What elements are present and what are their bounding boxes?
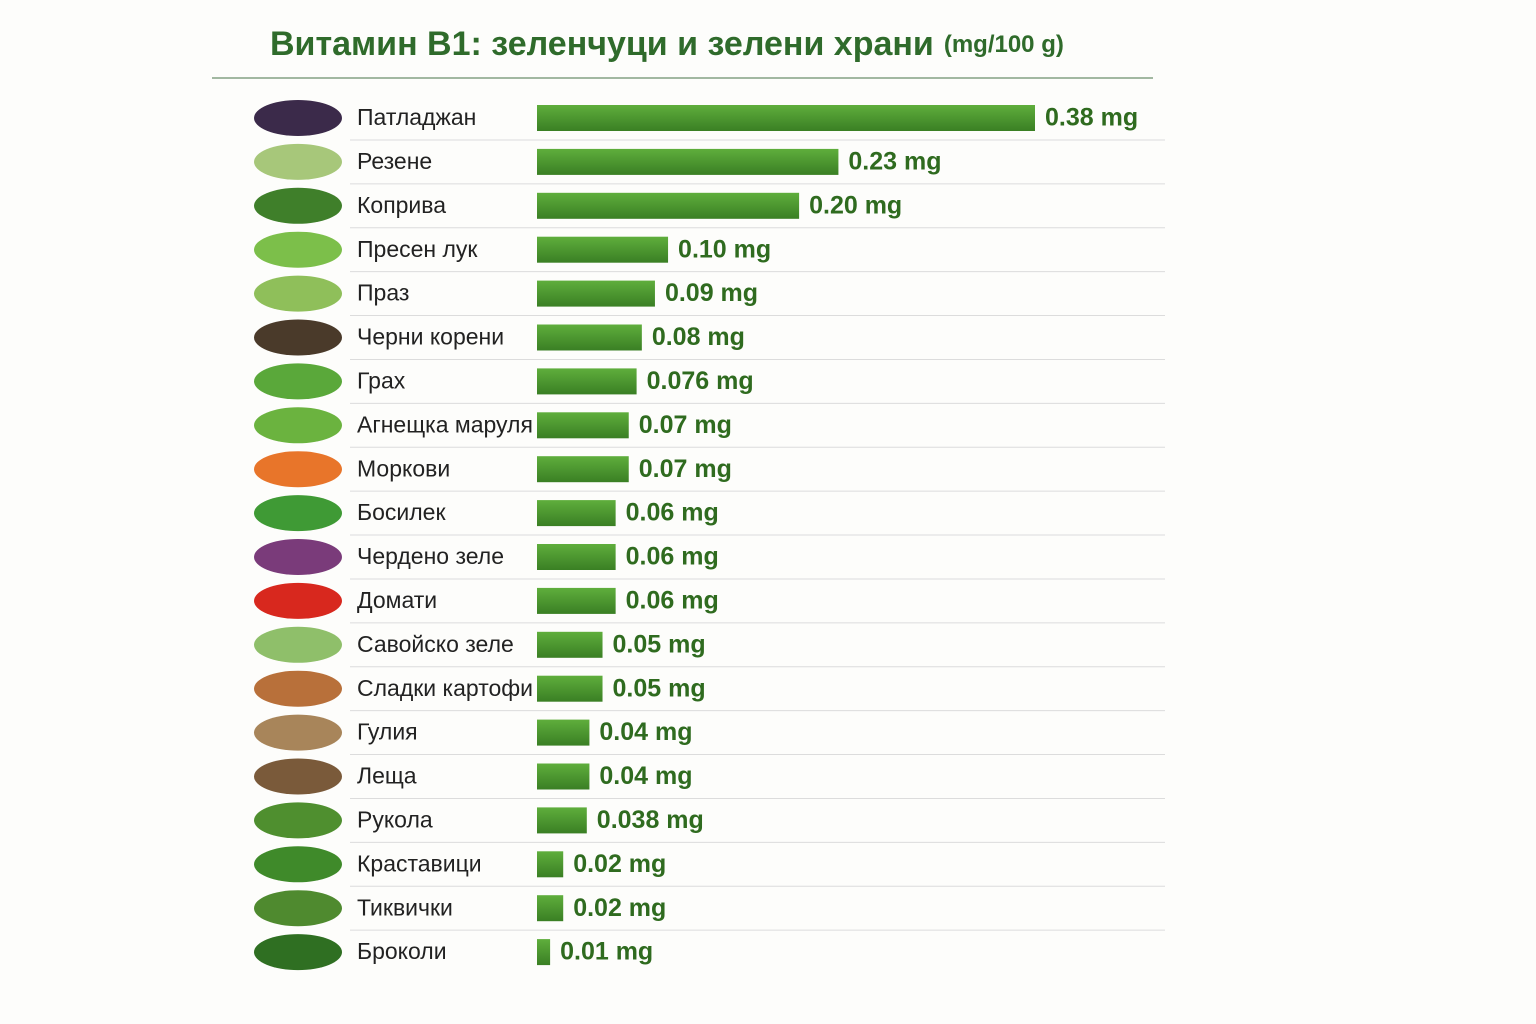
food-icon <box>254 934 342 971</box>
food-icon <box>254 495 342 532</box>
bar <box>537 412 629 439</box>
value-label: 0.02 mg <box>573 894 666 922</box>
value-label: 0.08 mg <box>652 323 745 351</box>
category-label: Чердено зеле <box>357 543 504 569</box>
bar <box>537 105 1035 131</box>
bar <box>537 631 603 658</box>
food-icon <box>254 846 342 883</box>
value-label: 0.10 mg <box>678 235 771 263</box>
title: Витамин B1: зеленчуци и зелени храни <box>270 25 934 63</box>
bar <box>537 368 637 395</box>
subtitle: (mg/100 g) <box>944 31 1064 58</box>
bar <box>537 544 616 570</box>
food-icon <box>254 802 342 839</box>
food-icon <box>254 582 342 619</box>
bar <box>537 456 629 483</box>
food-icon <box>254 758 342 795</box>
bar <box>537 587 616 614</box>
bar <box>537 807 587 834</box>
category-label: Патладжан <box>357 104 476 130</box>
category-label: Пресен лук <box>357 236 478 262</box>
bar <box>537 192 800 219</box>
food-icon <box>254 319 342 356</box>
value-label: 0.06 mg <box>626 543 719 571</box>
bar <box>537 324 642 351</box>
category-label: Босилек <box>357 499 446 525</box>
bar <box>537 236 669 263</box>
bar <box>537 763 590 790</box>
value-label: 0.05 mg <box>613 674 706 702</box>
food-icon <box>254 670 342 707</box>
chart-title: Витамин B1: зеленчуци и зелени храни (mg/… <box>270 25 1064 63</box>
bar <box>537 500 616 527</box>
category-label: Тиквички <box>357 894 453 920</box>
category-label: Савойско зеле <box>357 631 514 657</box>
food-icon <box>254 626 342 663</box>
value-label: 0.09 mg <box>665 279 758 307</box>
food-icon <box>254 275 342 312</box>
bar <box>537 939 551 966</box>
category-label: Броколи <box>357 938 447 964</box>
food-icon <box>254 451 342 488</box>
category-label: Моркови <box>357 455 450 481</box>
value-label: 0.01 mg <box>560 938 653 966</box>
category-label: Краставици <box>357 850 482 876</box>
food-icon <box>254 100 342 136</box>
value-label: 0.04 mg <box>599 718 692 746</box>
bar <box>537 719 590 746</box>
category-label: Домати <box>357 587 437 613</box>
value-label: 0.05 mg <box>613 630 706 658</box>
food-icon <box>254 143 342 180</box>
bar <box>537 895 564 922</box>
bar <box>537 851 564 878</box>
category-label: Грах <box>357 367 406 393</box>
value-label: 0.20 mg <box>809 191 902 219</box>
category-label: Гулия <box>357 719 418 745</box>
bar <box>537 148 839 175</box>
category-label: Праз <box>357 280 409 306</box>
bar <box>537 675 603 702</box>
value-label: 0.02 mg <box>573 850 666 878</box>
food-icon <box>254 187 342 224</box>
category-label: Рукола <box>357 806 433 832</box>
food-icon <box>254 714 342 751</box>
value-label: 0.076 mg <box>647 367 754 395</box>
category-label: Резене <box>357 148 432 174</box>
value-label: 0.07 mg <box>639 411 732 439</box>
value-label: 0.38 mg <box>1045 104 1138 132</box>
value-label: 0.06 mg <box>626 587 719 615</box>
food-icon <box>254 407 342 444</box>
value-label: 0.038 mg <box>597 806 704 834</box>
value-label: 0.23 mg <box>848 148 941 176</box>
category-label: Леща <box>357 763 417 789</box>
category-label: Сладки картофи <box>357 675 533 701</box>
value-label: 0.07 mg <box>639 455 732 483</box>
value-label: 0.06 mg <box>626 499 719 527</box>
bar <box>537 280 655 307</box>
category-label: Коприва <box>357 192 446 218</box>
food-icon <box>254 231 342 268</box>
food-icon <box>254 890 342 927</box>
category-label: Агнещка маруля <box>357 411 533 437</box>
food-icon <box>254 539 342 575</box>
category-label: Черни корени <box>357 324 504 350</box>
food-icon <box>254 363 342 400</box>
value-label: 0.04 mg <box>599 762 692 790</box>
